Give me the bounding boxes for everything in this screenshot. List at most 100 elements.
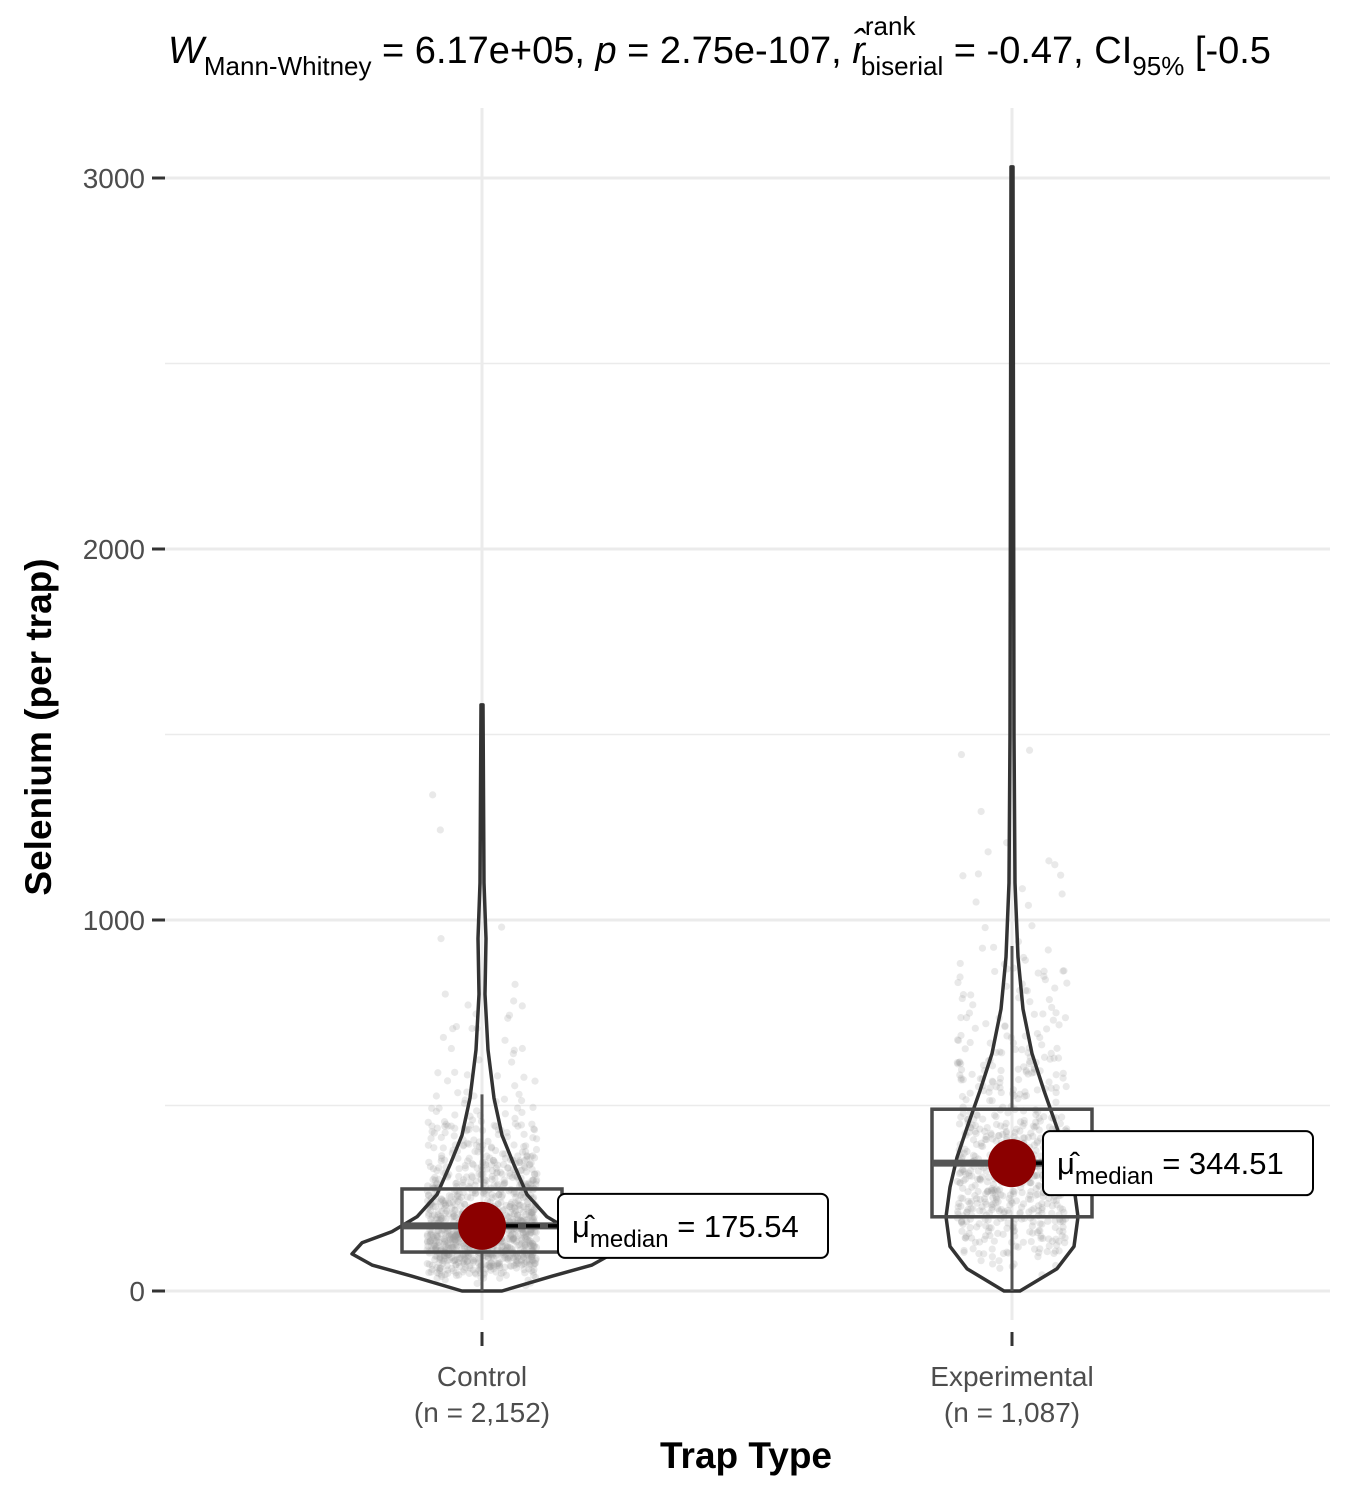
jitter-point bbox=[979, 1115, 987, 1123]
jitter-point bbox=[471, 1269, 479, 1277]
jitter-point bbox=[433, 1167, 441, 1175]
jitter-point bbox=[527, 1237, 535, 1246]
median-markers: μ̂median = 175.54 μ̂median = 344.51 bbox=[458, 1130, 1314, 1259]
jitter-point bbox=[429, 1176, 437, 1184]
jitter-point bbox=[425, 1268, 433, 1277]
jitter-point bbox=[514, 1253, 522, 1261]
jitter-point bbox=[971, 1192, 979, 1200]
x-tick-n-label: (n = 1,087) bbox=[944, 1397, 1080, 1428]
jitter-point bbox=[1028, 1069, 1036, 1077]
title-part: 95% bbox=[1132, 51, 1184, 81]
jitter-point bbox=[972, 898, 980, 906]
jitter-point bbox=[988, 1201, 996, 1209]
jitter-point bbox=[961, 1234, 969, 1242]
jitter-point bbox=[460, 1257, 468, 1265]
jitter-point bbox=[987, 1129, 995, 1137]
jitter-point bbox=[496, 1264, 504, 1272]
jitter-point bbox=[965, 1229, 973, 1238]
jitter-point bbox=[482, 1176, 490, 1185]
jitter-point bbox=[987, 1224, 995, 1232]
jitter-point bbox=[529, 1240, 537, 1248]
jitter-point bbox=[433, 1232, 441, 1240]
jitter-point bbox=[527, 1229, 535, 1237]
title-part: Mann-Whitney bbox=[204, 51, 372, 81]
jitter-point bbox=[523, 1197, 532, 1206]
jitter-point bbox=[1058, 1113, 1066, 1121]
jitter-point bbox=[514, 1152, 522, 1160]
jitter-point bbox=[957, 1031, 965, 1040]
jitter-point bbox=[533, 1135, 541, 1143]
jitter-point bbox=[981, 923, 989, 932]
jitter-point bbox=[1033, 1171, 1041, 1179]
jitter-point bbox=[529, 1257, 537, 1265]
jitter-point bbox=[461, 1096, 469, 1104]
jitter-point bbox=[1018, 1046, 1026, 1054]
jitter-point bbox=[472, 1270, 480, 1278]
jitter-point bbox=[983, 1188, 992, 1196]
jitter-point bbox=[992, 1083, 1000, 1091]
jitter-point bbox=[975, 1220, 983, 1228]
jitter-point bbox=[1012, 1242, 1020, 1250]
jitter-point bbox=[512, 1193, 520, 1201]
jitter-point bbox=[464, 1252, 472, 1260]
jitter-point bbox=[454, 1193, 462, 1201]
jitter-point bbox=[961, 1175, 970, 1183]
jitter-point bbox=[1045, 1242, 1053, 1250]
jitter-point bbox=[522, 1230, 530, 1238]
jitter-point bbox=[443, 1229, 451, 1237]
y-tick-label: 1000 bbox=[83, 905, 145, 936]
jitter-point bbox=[428, 1261, 437, 1270]
jitter-point bbox=[997, 1122, 1005, 1130]
jitter-point bbox=[973, 1111, 981, 1119]
jitter-point bbox=[431, 1173, 439, 1182]
y-tick-label: 3000 bbox=[83, 163, 145, 194]
jitter-point bbox=[1027, 1179, 1035, 1187]
jitter-point bbox=[527, 1208, 535, 1216]
jitter-point bbox=[957, 1218, 966, 1226]
jitter-point bbox=[440, 1204, 449, 1213]
jitter-point bbox=[524, 1181, 532, 1189]
jitter-point bbox=[526, 1239, 534, 1248]
jitter-point bbox=[996, 1264, 1004, 1272]
jitter-point bbox=[960, 1246, 968, 1255]
jitter-point bbox=[503, 1243, 512, 1251]
jitter-point bbox=[982, 1200, 990, 1208]
jitter-point bbox=[488, 1191, 496, 1199]
jitter-point bbox=[427, 1134, 435, 1142]
jitter-point bbox=[459, 1268, 467, 1276]
jitter-point bbox=[991, 967, 999, 976]
jitter-point bbox=[521, 1259, 529, 1267]
jitter-point bbox=[1001, 1123, 1009, 1131]
jitter-point bbox=[982, 1167, 990, 1175]
jitter-point bbox=[450, 1232, 458, 1240]
jitter-point bbox=[435, 1265, 443, 1273]
jitter-point bbox=[1019, 1122, 1027, 1130]
jitter-point bbox=[516, 1191, 524, 1199]
jitter-point bbox=[493, 1168, 501, 1176]
jitter-point bbox=[1057, 871, 1065, 879]
jitter-point bbox=[955, 1199, 963, 1208]
jitter-point bbox=[506, 1172, 514, 1180]
jitter-point bbox=[978, 944, 987, 952]
title-part: [-0.5 bbox=[1184, 30, 1271, 72]
jitter-point bbox=[957, 1074, 965, 1082]
jitter-point bbox=[432, 1092, 440, 1100]
jitter-point bbox=[487, 1144, 496, 1152]
jitter-point bbox=[1035, 1126, 1043, 1134]
jitter-point bbox=[528, 1120, 536, 1128]
jitter-point bbox=[518, 1256, 526, 1264]
jitter-point bbox=[433, 1180, 441, 1188]
jitter-point bbox=[1022, 1066, 1030, 1074]
jitter-point bbox=[1056, 1120, 1064, 1128]
jitter-point bbox=[453, 1231, 461, 1239]
jitter-point bbox=[960, 1167, 968, 1176]
jitter-point bbox=[981, 1135, 989, 1144]
jitter-point bbox=[955, 1120, 964, 1128]
jitter-point bbox=[445, 1232, 454, 1240]
jitter-point bbox=[442, 1215, 450, 1223]
jitter-point bbox=[433, 1264, 441, 1272]
jitter-point bbox=[498, 1170, 506, 1178]
jitter-point bbox=[1040, 1113, 1048, 1121]
jitter-point bbox=[504, 1014, 512, 1022]
jitter-point bbox=[959, 1184, 967, 1192]
